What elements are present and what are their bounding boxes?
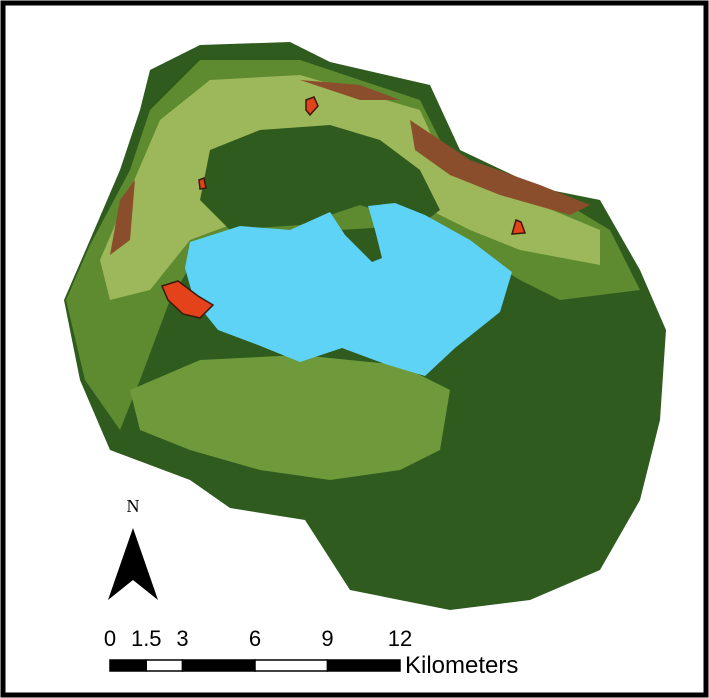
scale-segment xyxy=(110,660,146,671)
scale-tick-label: 6 xyxy=(249,626,261,651)
scale-segment xyxy=(183,660,256,671)
scale-segment xyxy=(255,660,328,671)
scale-unit: Kilometers xyxy=(405,652,518,679)
scale-segment xyxy=(328,660,401,671)
north-label: N xyxy=(127,496,140,516)
scale-tick-label: 3 xyxy=(176,626,188,651)
red-patch xyxy=(199,178,206,189)
scale-tick-label: 12 xyxy=(388,626,412,651)
scale-segment xyxy=(146,660,182,671)
scale-tick-label: 0 xyxy=(104,626,116,651)
map: N 0 1.5 3 6 9 12Kilometers xyxy=(0,0,709,698)
scale-tick-label: 9 xyxy=(321,626,333,651)
scale-tick-label: 1.5 xyxy=(131,626,162,651)
